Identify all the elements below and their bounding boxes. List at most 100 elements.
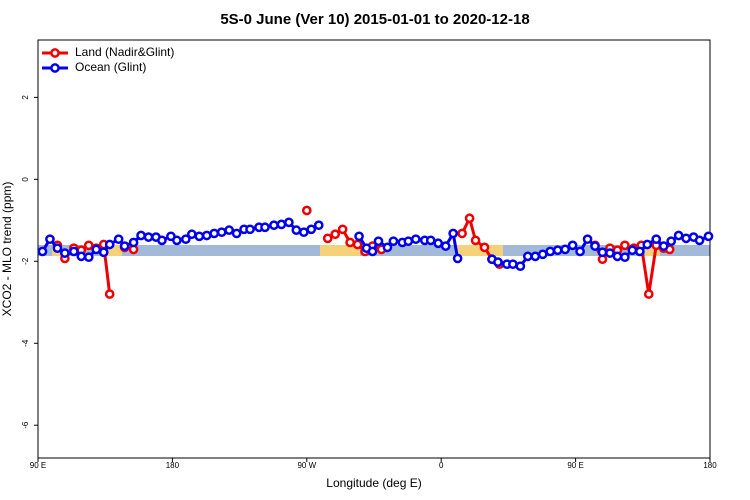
data-point (231, 228, 242, 239)
data-point (410, 234, 421, 245)
series-line (56, 214, 670, 295)
data-point (634, 246, 645, 257)
data-point (201, 230, 212, 241)
data-point (284, 217, 294, 228)
legend-marker (50, 48, 60, 58)
data-point (643, 289, 654, 299)
data-point (470, 235, 481, 246)
data-point (298, 227, 309, 238)
data-point (52, 243, 63, 254)
y-tick-label: 2 (21, 95, 30, 100)
land-band (645, 245, 660, 256)
land-band (106, 245, 122, 256)
data-point (180, 234, 191, 245)
x-tick-label: 90 E (567, 461, 583, 470)
data-point (530, 251, 541, 262)
x-tick-label: 90 E (30, 461, 46, 470)
data-point (313, 220, 324, 231)
data-point (330, 229, 341, 240)
data-point (76, 251, 87, 262)
x-tick-label: 90 W (297, 461, 316, 470)
data-point (464, 213, 475, 224)
data-point (703, 231, 714, 242)
data-point (605, 248, 615, 258)
data-point (37, 246, 48, 257)
data-point (694, 235, 705, 246)
data-point (537, 249, 548, 260)
data-point (457, 228, 467, 239)
data-point (260, 222, 270, 233)
data-point (388, 236, 399, 247)
data-point (433, 238, 444, 249)
data-point (627, 245, 638, 256)
data-point (448, 228, 458, 239)
data-point (345, 237, 355, 248)
data-point (673, 230, 684, 241)
y-tick-label: -2 (21, 257, 30, 265)
legend-marker (50, 63, 60, 73)
data-point (269, 220, 279, 231)
data-point (352, 239, 363, 250)
data-point (276, 219, 287, 230)
data-point (620, 240, 630, 251)
data-point (322, 233, 333, 244)
y-tick-label: -4 (21, 339, 30, 347)
data-point (291, 225, 302, 235)
x-tick-label: 180 (703, 461, 717, 470)
data-point (452, 253, 463, 264)
data-point (373, 236, 384, 247)
data-point (83, 240, 94, 251)
data-point (522, 251, 533, 262)
data-point (642, 239, 653, 250)
data-point (382, 242, 393, 253)
data-point (113, 234, 124, 245)
data-point (143, 232, 154, 242)
data-point (560, 244, 570, 255)
data-point (620, 252, 630, 263)
data-point (224, 225, 234, 235)
data-point (515, 261, 526, 272)
x-tick-label: 180 (166, 461, 180, 470)
data-point (68, 246, 79, 257)
data-point (582, 234, 593, 245)
data-point (508, 259, 518, 270)
data-point (186, 229, 197, 240)
data-point (479, 242, 490, 253)
data-point (403, 236, 414, 247)
data-point (666, 236, 677, 247)
data-point (612, 251, 623, 262)
data-point (98, 247, 109, 258)
data-point (45, 234, 55, 245)
data-point (367, 246, 378, 257)
land-band (455, 245, 503, 256)
data-point (245, 224, 255, 235)
y-axis-label: XCO2 - MLO trend (ppm) (0, 182, 14, 317)
data-point (545, 246, 556, 257)
data-point (104, 289, 115, 299)
x-axis-label: Longitude (deg E) (326, 476, 421, 490)
data-point (306, 224, 317, 235)
data-point (425, 235, 436, 246)
data-point (301, 205, 312, 216)
y-tick-label: -6 (21, 421, 30, 429)
data-point (575, 246, 585, 257)
plot-frame (37, 39, 711, 459)
land-band (320, 245, 360, 256)
data-point (597, 247, 608, 258)
data-point (354, 231, 364, 242)
data-point (60, 248, 70, 258)
data-point (91, 244, 102, 255)
x-tick-label: 0 (439, 461, 444, 470)
data-point (119, 241, 130, 251)
data-point (172, 235, 182, 246)
data-point (83, 252, 94, 263)
data-point (128, 237, 139, 248)
data-point (157, 235, 167, 246)
data-point (552, 245, 563, 256)
data-point (658, 241, 669, 251)
data-point (216, 227, 227, 238)
data-point (493, 257, 503, 267)
data-point (440, 241, 451, 251)
data-point (194, 231, 205, 242)
